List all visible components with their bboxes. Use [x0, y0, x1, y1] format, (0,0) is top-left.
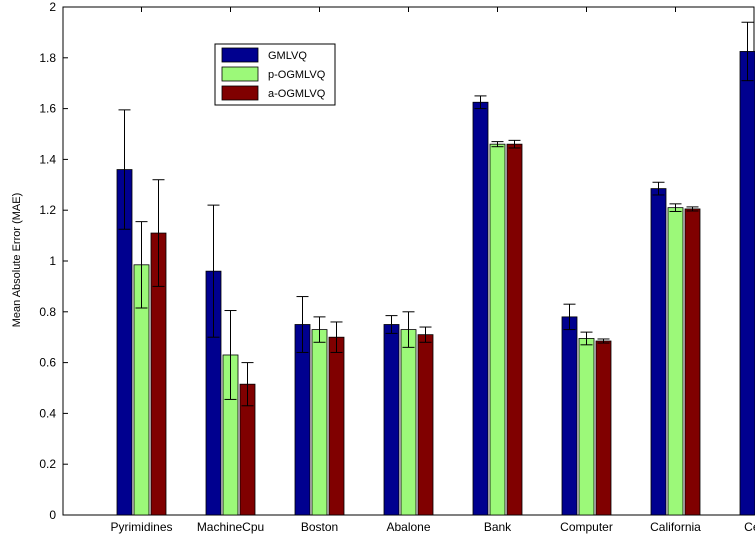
- plot-area: 0 0.2 0.4 0.6 0.8 1 1.2 1.4 1.6 1.8 2 Pyrimidines Ma…: [39, 0, 755, 534]
- legend-swatch: [221, 66, 259, 82]
- bar-p-ogmlvq: [667, 207, 684, 516]
- y-tick-label: 1.4: [39, 152, 56, 166]
- bar-a-ogmlvq: [417, 334, 434, 516]
- y-tick-label: 0.8: [39, 305, 56, 319]
- bar-gmlvq: [294, 324, 311, 516]
- legend-swatch: [221, 47, 259, 63]
- y-tick-label: 0: [49, 508, 56, 522]
- legend-swatch: [221, 85, 259, 101]
- bar-gmlvq: [472, 101, 489, 516]
- y-tick-label: 1.6: [39, 102, 56, 116]
- bar-gmlvq: [561, 316, 578, 516]
- bar-a-ogmlvq: [684, 208, 701, 516]
- x-tick-label: Bank: [484, 520, 512, 534]
- legend-label: GMLVQ: [268, 50, 307, 62]
- y-tick-label: 1: [49, 254, 56, 268]
- y-tick-label: 0.6: [39, 356, 56, 370]
- y-tick-label: 0.4: [39, 406, 56, 420]
- bar-a-ogmlvq: [506, 143, 523, 516]
- x-tick-label: Abalone: [386, 520, 430, 534]
- y-tick-label: 0.2: [39, 457, 56, 471]
- x-tick-label: California: [650, 520, 701, 534]
- y-tick-label: 2: [49, 0, 56, 14]
- bar-p-ogmlvq: [311, 329, 328, 516]
- bar-p-ogmlvq: [400, 329, 417, 516]
- legend-label: a-OGMLVQ: [268, 88, 326, 100]
- legend: GMLVQ p-OGMLVQ a-OGMLVQ: [214, 43, 336, 106]
- x-tick-label: Pyrimidines: [110, 520, 172, 534]
- x-tick-label: Computer: [560, 520, 613, 534]
- legend-label: p-OGMLVQ: [268, 69, 326, 81]
- x-tick-label: Census: [744, 520, 755, 534]
- bar-p-ogmlvq: [489, 143, 506, 516]
- bar-a-ogmlvq: [595, 340, 612, 516]
- x-tick-label: MachineCpu: [197, 520, 264, 534]
- y-axis-label: Mean Absolute Error (MAE): [11, 193, 23, 328]
- bar-gmlvq: [650, 188, 667, 516]
- bar-a-ogmlvq: [328, 336, 345, 516]
- bar-p-ogmlvq: [578, 338, 595, 516]
- x-tick-label: Boston: [301, 520, 338, 534]
- bar-gmlvq: [739, 51, 755, 516]
- y-tick-label: 1.2: [39, 203, 56, 217]
- bar-gmlvq: [383, 324, 400, 516]
- y-tick-label: 1.8: [39, 51, 56, 65]
